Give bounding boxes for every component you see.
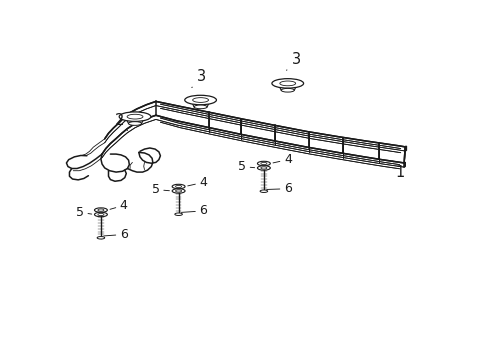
- Ellipse shape: [281, 89, 294, 92]
- Text: 4: 4: [110, 199, 127, 212]
- Ellipse shape: [94, 212, 107, 217]
- Ellipse shape: [194, 105, 207, 109]
- Polygon shape: [405, 146, 406, 151]
- Ellipse shape: [260, 190, 267, 193]
- Polygon shape: [278, 85, 297, 90]
- Text: 3: 3: [191, 69, 205, 87]
- Polygon shape: [191, 101, 209, 107]
- Ellipse shape: [94, 208, 107, 212]
- Polygon shape: [160, 104, 400, 153]
- Polygon shape: [403, 162, 405, 167]
- Polygon shape: [156, 102, 405, 151]
- Text: 1: 1: [392, 161, 404, 180]
- Ellipse shape: [184, 95, 216, 105]
- Text: 2: 2: [115, 113, 127, 131]
- Text: 6: 6: [103, 228, 127, 241]
- Ellipse shape: [257, 166, 270, 170]
- Polygon shape: [125, 118, 144, 123]
- Text: 5: 5: [151, 183, 169, 196]
- Polygon shape: [160, 118, 399, 169]
- Text: 6: 6: [181, 204, 207, 217]
- Ellipse shape: [175, 213, 182, 216]
- Text: 5: 5: [76, 206, 92, 219]
- Ellipse shape: [172, 184, 184, 189]
- Text: 4: 4: [187, 176, 207, 189]
- Ellipse shape: [172, 189, 184, 193]
- Ellipse shape: [271, 78, 303, 88]
- Text: 3: 3: [286, 52, 300, 70]
- Ellipse shape: [128, 122, 142, 125]
- Ellipse shape: [97, 237, 104, 239]
- Text: 4: 4: [272, 153, 291, 166]
- Text: 6: 6: [266, 182, 291, 195]
- Text: 5: 5: [238, 160, 254, 173]
- Ellipse shape: [257, 161, 270, 166]
- Polygon shape: [156, 115, 403, 167]
- Ellipse shape: [119, 112, 151, 121]
